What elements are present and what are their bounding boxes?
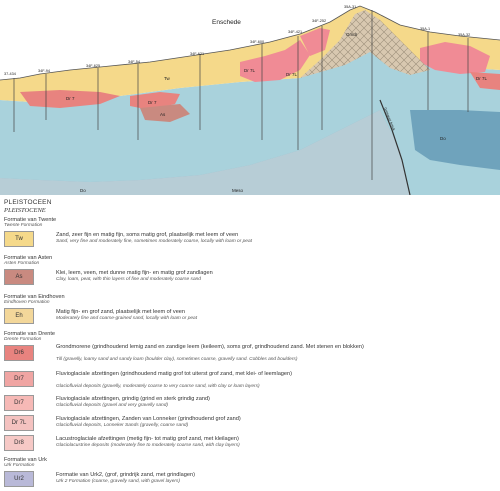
drente-patch-far-right bbox=[470, 72, 500, 90]
geological-cross-section: Enschede 37-434 34F-94 34F-625 34F-54 34… bbox=[0, 0, 500, 195]
swatch-code: Dr 7L bbox=[11, 420, 27, 426]
legend-description-en: Sand, very fine and moderately fine, som… bbox=[56, 239, 252, 244]
unit-label-dr7: Dr 7 bbox=[148, 100, 157, 105]
legend-swatch: Dr7 bbox=[4, 371, 34, 387]
unit-label-dr7l: Dr 7L bbox=[476, 76, 488, 81]
legend-description: Fluvioglaciale afzettingen, grindig (gri… bbox=[56, 396, 210, 402]
drente-patch-upper bbox=[300, 28, 330, 56]
well-label: 34F-625 bbox=[86, 64, 100, 68]
legend-swatch: Dr8 bbox=[4, 435, 34, 451]
well-label: 37-434 bbox=[4, 72, 16, 76]
lower-unit bbox=[0, 110, 410, 195]
legend-description: Fluvioglaciale afzettingen, Zanden van L… bbox=[56, 416, 241, 422]
legend-description: Matig fijn- en grof zand, plaatselijk me… bbox=[56, 309, 186, 315]
formation-title-en: Asten Formation bbox=[4, 261, 40, 266]
legend-swatch: Tw bbox=[4, 231, 34, 247]
legend-description-en: Glaciofluvial deposits (gravelly, modera… bbox=[56, 384, 260, 389]
legend-description-en: Till (gravelly, loamy sand and sandy loa… bbox=[56, 357, 298, 362]
cyan-layer bbox=[0, 50, 500, 195]
swatch-code: Ur2 bbox=[14, 476, 24, 482]
place-label: Enschede bbox=[212, 19, 241, 26]
well-label: 34F-54 bbox=[128, 60, 140, 64]
unit-label-dr7l: Dr 7L bbox=[286, 72, 298, 77]
well-label: 34F-600 bbox=[250, 40, 264, 44]
unit-label-meso: Meso bbox=[232, 188, 244, 193]
well-labels: 37-434 34F-94 34F-625 34F-54 34F-621 34F… bbox=[4, 5, 470, 76]
unit-label-as: As bbox=[160, 112, 166, 117]
legend: PLEISTOCEEN PLEISTOCENE Formatie van Twe… bbox=[0, 197, 500, 491]
well-label: 35A-1 bbox=[420, 27, 430, 31]
formation-title: Formatie van Eindhoven bbox=[4, 294, 65, 300]
formation-title-en: Eindhoven Formation bbox=[4, 300, 50, 305]
legend-swatch: Dr7 bbox=[4, 395, 34, 411]
swatch-code: Dr6 bbox=[14, 350, 24, 356]
unit-label-gmdr: Gmdr bbox=[346, 32, 358, 37]
unit-label-dr7l: Dr 7L bbox=[244, 68, 256, 73]
formation-title: Formatie van Asten bbox=[4, 255, 53, 261]
period-title-en: PLEISTOCENE bbox=[4, 207, 46, 214]
legend-description: Klei, leem, veen, met dunne matig fijn- … bbox=[56, 270, 213, 276]
well-label: 34F-621 bbox=[190, 52, 204, 56]
legend-description-en: Glaciofluvial deposits, Lonneker Sands (… bbox=[56, 423, 189, 428]
swatch-code: Dr7 bbox=[14, 376, 24, 382]
swatch-code: Tw bbox=[15, 236, 23, 242]
asten-patch bbox=[140, 104, 190, 122]
legend-description-en: Glaciolacustrine deposits (moderately fi… bbox=[56, 443, 240, 448]
formation-title-en: Drente Formation bbox=[4, 337, 42, 342]
formation-title: Formatie van Drente bbox=[4, 331, 55, 337]
well-label: 34F-252 bbox=[312, 19, 326, 23]
legend-description-en: Moderately fine and coarse-grained sand,… bbox=[56, 316, 198, 321]
unit-label-dr7: Dr 7 bbox=[66, 96, 75, 101]
formation-title-en: Urk Formation bbox=[4, 463, 35, 468]
well-label: 35A-32 bbox=[458, 33, 470, 37]
period-title: PLEISTOCEEN bbox=[4, 199, 52, 206]
swatch-code: As bbox=[15, 274, 23, 280]
terrain-surface bbox=[0, 5, 500, 81]
formation-title-en: Twente Formation bbox=[4, 223, 43, 228]
legend-swatch: Ur2 bbox=[4, 471, 34, 487]
legend-description-en: Glaciofluvial deposits (gravel and very … bbox=[56, 403, 168, 408]
legend-description: Formatie van Urk2, (grof, grindrijk zand… bbox=[56, 472, 195, 478]
unit-label-do: Do bbox=[80, 188, 86, 193]
legend-swatch: Dr 7L bbox=[4, 415, 34, 431]
unit-label-do: Do bbox=[440, 136, 446, 141]
gmdr-hatched-unit bbox=[300, 10, 430, 78]
drente-patch-left bbox=[20, 90, 120, 108]
swatch-code: Dr8 bbox=[14, 440, 24, 446]
legend-description: Zand, zeer fijn en matig fijn, soms mati… bbox=[56, 232, 239, 238]
swatch-code: Eh bbox=[15, 313, 23, 319]
right-blue-unit bbox=[410, 110, 500, 170]
drente-patch-right bbox=[420, 42, 490, 74]
legend-swatch: Eh bbox=[4, 308, 34, 324]
unit-labels: Tw As Dr 7 Dr 7 Dr 7L Dr 7L Dr 7L Gmdr D… bbox=[66, 32, 488, 193]
legend-description-en: Urk 2 Formation (coarse, gravelly sand, … bbox=[56, 479, 180, 484]
swatch-code: Dr7 bbox=[14, 400, 24, 406]
formation-title: Formatie van Twente bbox=[4, 217, 57, 223]
fault-line bbox=[379, 99, 411, 195]
legend-description: Fluvioglaciale afzettingen (grindhoudend… bbox=[56, 371, 292, 377]
legend-description: Grondmorene (grindhoudend lemig zand en … bbox=[56, 344, 364, 350]
well-label: 34F-421 bbox=[288, 30, 302, 34]
legend-swatch: Dr6 bbox=[4, 345, 34, 361]
well-label: 34F-94 bbox=[38, 69, 50, 73]
legend-description: Lacustroglaciale afzettingen (metig fijn… bbox=[56, 436, 239, 442]
unit-label-tw: Tw bbox=[164, 76, 171, 81]
well-label: 35A-31 bbox=[344, 5, 356, 9]
drente-patch-center bbox=[240, 40, 310, 82]
legend-description-en: Clay, loam, peat, with thin layers of fi… bbox=[56, 277, 201, 282]
formation-title: Formatie van Urk bbox=[4, 457, 47, 463]
legend-swatch: As bbox=[4, 269, 34, 285]
borehole-lines bbox=[13, 10, 469, 180]
